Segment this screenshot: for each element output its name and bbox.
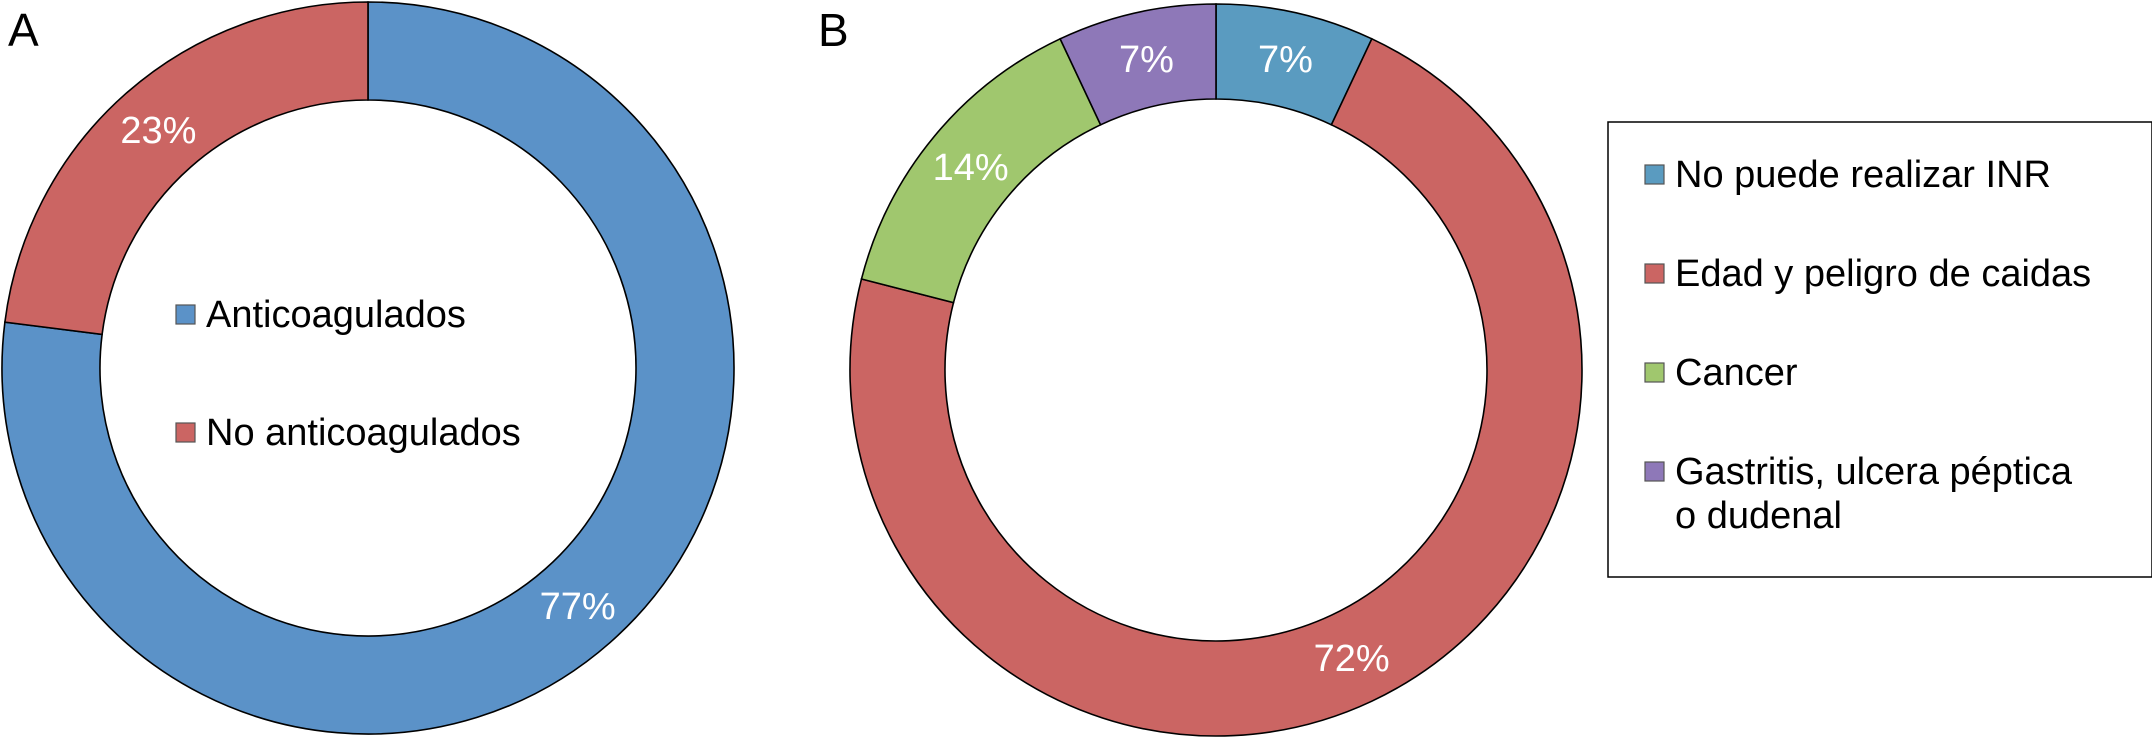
- legend-label-gastritis-ulcera-peptica-o-dudenal: Gastritis, ulcera péptica o dudenal: [1675, 451, 2073, 537]
- legend-swatch-anticoagulados: [175, 304, 196, 325]
- legend-swatch-edad-y-peligro-de-caidas: [1644, 263, 1665, 284]
- chart-a: A 77% 23% Anticoagulados No anticoagulados: [1, 1, 735, 735]
- chart-b-value-label-cancer: 14%: [933, 147, 1009, 189]
- panel-label-b: B: [818, 4, 849, 56]
- legend-label-no-anticoagulados: No anticoagulados: [206, 412, 521, 454]
- chart-b-slice-edad-y-peligro-de-caidas: [849, 37, 1583, 737]
- chart-a-slices: [1, 1, 735, 735]
- chart-b-legend-frame: [1607, 121, 2152, 578]
- chart-b-value-label-no-puede-realizar-inr: 7%: [1258, 39, 1313, 81]
- legend-label-no-puede-realizar-inr: No puede realizar INR: [1675, 154, 2051, 196]
- legend-swatch-no-puede-realizar-inr: [1644, 164, 1665, 185]
- legend-label-anticoagulados: Anticoagulados: [206, 294, 466, 336]
- chart-b-value-labels: 7% 72% 14% 7%: [933, 39, 1390, 680]
- legend-label-cancer: Cancer: [1675, 352, 1798, 394]
- chart-b-slice-gastritis-ulcera-peptica-o-dudenal: [1059, 3, 1217, 126]
- chart-b: B 7% 72% 14% 7% No puede realizar INR Edad y…: [818, 3, 2152, 737]
- chart-b-slices: [849, 3, 1583, 737]
- chart-a-value-label-no-anticoagulados: 23%: [120, 110, 196, 152]
- legend-swatch-gastritis-ulcera-peptica-o-dudenal: [1644, 461, 1665, 482]
- legend-swatch-cancer: [1644, 362, 1665, 383]
- chart-a-slice-no-anticoagulados: [3, 1, 369, 336]
- legend-swatch-no-anticoagulados: [175, 422, 196, 443]
- panel-label-a: A: [8, 4, 39, 56]
- chart-b-legend: No puede realizar INR Edad y peligro de c…: [1607, 121, 2152, 578]
- chart-a-slice-anticoagulados: [1, 1, 735, 735]
- chart-a-legend: Anticoagulados No anticoagulados: [175, 294, 521, 454]
- chart-a-value-labels: 77% 23%: [120, 110, 615, 628]
- chart-b-value-label-gastritis-ulcera-peptica-o-dudenal: 7%: [1119, 39, 1174, 81]
- chart-b-value-label-edad-y-peligro-de-caidas: 72%: [1314, 638, 1390, 680]
- legend-label-edad-y-peligro-de-caidas: Edad y peligro de caidas: [1675, 253, 2091, 295]
- chart-a-value-label-anticoagulados: 77%: [540, 586, 616, 628]
